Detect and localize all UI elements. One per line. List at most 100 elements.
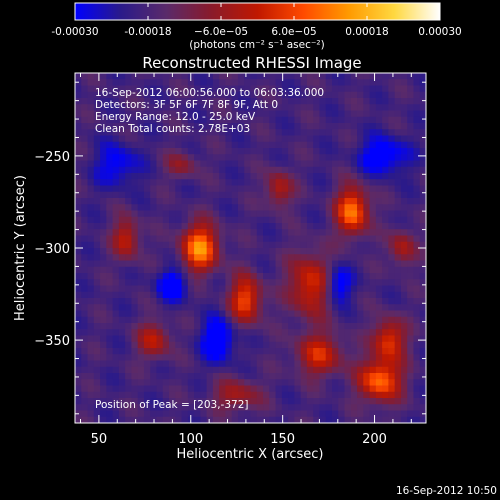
heatmap-cell xyxy=(382,279,389,286)
heatmap-cell xyxy=(219,291,226,299)
heatmap-cell xyxy=(137,373,145,380)
heatmap-cell xyxy=(231,148,239,155)
heatmap-cell xyxy=(350,379,358,386)
heatmap-cell xyxy=(200,291,208,299)
heatmap-cell xyxy=(294,348,302,355)
heatmap-cell xyxy=(87,154,95,161)
heatmap-cell xyxy=(400,266,408,274)
heatmap-cell xyxy=(194,141,201,149)
heatmap-cell xyxy=(388,341,396,349)
heatmap-cell xyxy=(400,416,408,424)
heatmap-cell xyxy=(275,304,283,311)
heatmap-cell xyxy=(413,223,421,230)
heatmap-cell xyxy=(294,373,302,380)
heatmap-cell xyxy=(363,310,370,318)
heatmap-cell xyxy=(137,98,145,105)
heatmap-cell xyxy=(357,391,364,399)
heatmap-cell xyxy=(237,210,245,218)
heatmap-cell xyxy=(75,348,82,355)
heatmap-cell xyxy=(256,279,264,286)
heatmap-cell xyxy=(331,229,339,236)
heatmap-cell xyxy=(87,104,95,111)
heatmap-cell xyxy=(225,116,233,124)
heatmap-cell xyxy=(162,260,170,268)
heatmap-cell xyxy=(244,316,251,324)
heatmap-cell xyxy=(369,373,377,380)
heatmap-cell xyxy=(306,360,314,368)
heatmap-cell xyxy=(143,73,151,80)
heatmap-cell xyxy=(231,223,239,230)
heatmap-cell xyxy=(407,110,414,118)
heatmap-cell xyxy=(256,104,264,111)
heatmap-cell xyxy=(181,154,189,161)
heatmap-cell xyxy=(363,404,370,411)
heatmap-cell xyxy=(394,279,402,286)
heatmap-cell xyxy=(263,348,270,355)
heatmap-cell xyxy=(143,235,151,243)
heatmap-cell xyxy=(93,354,101,361)
heatmap-cell xyxy=(269,241,276,249)
heatmap-cell xyxy=(306,179,314,186)
heatmap-cell xyxy=(250,198,258,205)
heatmap-cell xyxy=(382,404,389,411)
heatmap-cell xyxy=(231,85,239,93)
heatmap-cell xyxy=(200,335,208,343)
heatmap-cell xyxy=(344,229,352,236)
heatmap-cell xyxy=(294,179,302,186)
heatmap-cell xyxy=(407,223,414,230)
heatmap-cell xyxy=(275,123,283,130)
heatmap-cell xyxy=(206,310,214,318)
heatmap-cell xyxy=(131,191,139,199)
heatmap-cell xyxy=(169,154,176,161)
heatmap-cell xyxy=(194,404,201,411)
heatmap-cell xyxy=(419,416,427,424)
heatmap-cell xyxy=(344,185,352,193)
heatmap-cell xyxy=(338,279,345,286)
heatmap-cell xyxy=(344,254,352,261)
heatmap-cell xyxy=(100,85,107,93)
heatmap-cell xyxy=(106,335,114,343)
heatmap-cell xyxy=(112,166,120,174)
heatmap-cell xyxy=(81,85,88,93)
heatmap-cell xyxy=(331,185,339,193)
heatmap-cell xyxy=(300,229,308,236)
heatmap-cell xyxy=(181,273,189,280)
heatmap-cell xyxy=(137,179,145,186)
heatmap-cell xyxy=(350,341,358,349)
heatmap-cell xyxy=(281,354,289,361)
heatmap-cell xyxy=(357,210,364,218)
heatmap-cell xyxy=(294,391,302,399)
heatmap-cell xyxy=(394,216,402,224)
heatmap-cell xyxy=(175,241,182,249)
heatmap-cell xyxy=(344,273,352,280)
heatmap-cell xyxy=(288,360,295,368)
heatmap-cell xyxy=(325,104,333,111)
heatmap-cell xyxy=(338,310,345,318)
heatmap-cell xyxy=(125,166,132,174)
heatmap-cell xyxy=(350,198,358,205)
heatmap-cell xyxy=(369,204,377,211)
heatmap-cell xyxy=(388,129,396,136)
heatmap-cell xyxy=(200,360,208,368)
heatmap-cell xyxy=(382,373,389,380)
heatmap-cell xyxy=(194,229,201,236)
heatmap-cell xyxy=(181,91,189,99)
heatmap-cell xyxy=(338,116,345,124)
heatmap-cell xyxy=(281,316,289,324)
heatmap-cell xyxy=(388,154,396,161)
heatmap-cell xyxy=(93,85,101,93)
heatmap-cell xyxy=(194,273,201,280)
heatmap-cell xyxy=(131,304,139,311)
heatmap-cell xyxy=(319,329,327,336)
heatmap-cell xyxy=(294,204,302,211)
heatmap-cell xyxy=(306,166,314,174)
heatmap-cell xyxy=(313,379,320,386)
heatmap-cell xyxy=(100,316,107,324)
heatmap-cell xyxy=(256,216,264,224)
heatmap-cell xyxy=(338,360,345,368)
heatmap-cell xyxy=(419,260,427,268)
heatmap-cell xyxy=(106,129,114,136)
heatmap-cell xyxy=(400,316,408,324)
heatmap-cell xyxy=(269,260,276,268)
heatmap-cell xyxy=(206,291,214,299)
